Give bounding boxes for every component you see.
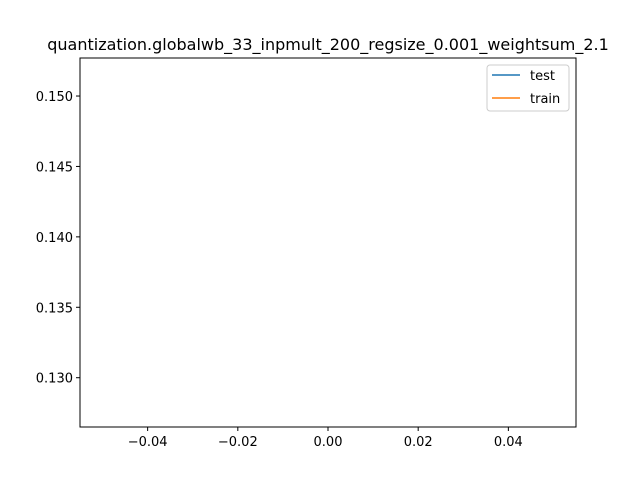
legend: test train bbox=[486, 64, 570, 112]
legend-label-test: test bbox=[530, 69, 555, 84]
x-tick-label: −0.04 bbox=[128, 435, 168, 450]
axes-background bbox=[80, 58, 576, 427]
y-tick-label: 0.145 bbox=[36, 160, 73, 175]
legend-label-train: train bbox=[530, 92, 560, 107]
x-axis: −0.04 −0.02 0.00 0.02 0.04 bbox=[128, 427, 523, 450]
x-tick-label: 0.00 bbox=[314, 435, 343, 450]
x-tick-label: −0.02 bbox=[218, 435, 258, 450]
axes-frame bbox=[79, 57, 577, 428]
y-tick-label: 0.130 bbox=[36, 372, 73, 387]
x-tick-label: 0.02 bbox=[404, 435, 433, 450]
x-tick-label: 0.04 bbox=[494, 435, 523, 450]
plot-area bbox=[80, 58, 576, 427]
y-tick-label: 0.135 bbox=[36, 301, 73, 316]
chart-title: quantization.globalwb_33_inpmult_200_reg… bbox=[47, 35, 609, 55]
y-axis: 0.130 0.135 0.140 0.145 0.150 bbox=[36, 90, 80, 387]
legend-box bbox=[486, 64, 570, 112]
y-tick-label: 0.150 bbox=[36, 90, 73, 105]
y-tick-label: 0.140 bbox=[36, 231, 73, 246]
